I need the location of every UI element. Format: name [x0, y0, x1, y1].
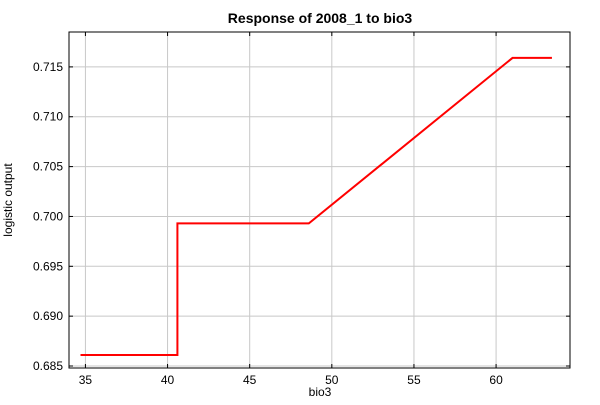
chart-title: Response of 2008_1 to bio3 [228, 10, 413, 26]
y-tick-label: 0.685 [33, 359, 63, 373]
plot-frame [68, 31, 571, 369]
series-layer [80, 56, 552, 357]
x-tick-label: 40 [161, 373, 175, 387]
grid [69, 32, 570, 368]
y-tick-label: 0.710 [33, 110, 63, 124]
x-tick-label: 45 [243, 373, 257, 387]
x-tick-label: 55 [407, 373, 421, 387]
x-tick-label: 35 [79, 373, 93, 387]
y-tick-label: 0.705 [33, 160, 63, 174]
ticks: 35 40 45 50 55 60 0.685 0.690 0.695 0.700 0.705 0.7… [33, 32, 570, 387]
x-axis-label: bio3 [309, 385, 332, 399]
x-tick-label: 60 [489, 373, 503, 387]
y-tick-label: 0.690 [33, 309, 63, 323]
x-tick-label: 50 [325, 373, 339, 387]
y-axis-label: logistic output [1, 163, 15, 237]
response-line [80, 56, 552, 357]
y-tick-label: 0.715 [33, 60, 63, 74]
y-tick-label: 0.695 [33, 259, 63, 273]
y-tick-label: 0.700 [33, 209, 63, 223]
